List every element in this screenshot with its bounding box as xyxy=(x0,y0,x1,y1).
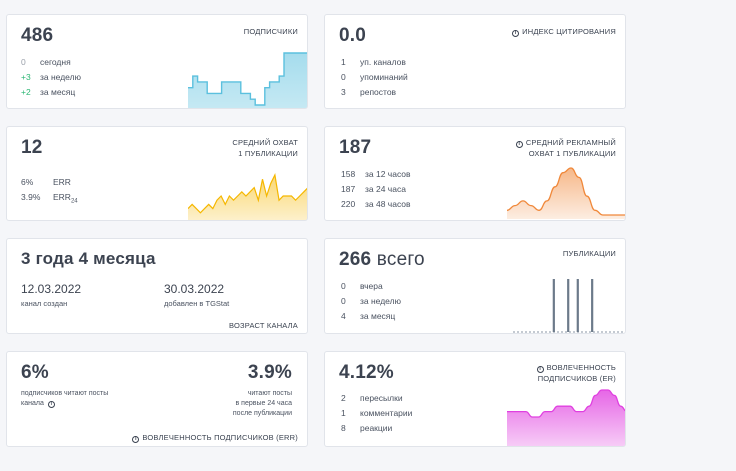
ad-reach-chart xyxy=(507,167,625,219)
subscribers-area xyxy=(188,53,307,108)
err-left-value: 6% xyxy=(21,362,49,383)
ad-reach-title: i СРЕДНИЙ РЕКЛАМНЫЙ ОХВАТ 1 ПУБЛИКАЦИИ xyxy=(515,137,616,159)
err-right-value: 3.9% xyxy=(247,362,292,383)
engagement-chart xyxy=(507,389,625,446)
reach-value: 12 xyxy=(21,137,43,158)
publications-bar xyxy=(567,279,570,332)
citation-title: i ИНДЕКС ЦИТИРОВАНИЯ xyxy=(512,26,616,37)
reach-title: СРЕДНИЙ ОХВАТ 1 ПУБЛИКАЦИИ xyxy=(232,138,298,158)
err-card[interactable]: 6% подписчиков читают посты канала i 3.9… xyxy=(6,351,308,447)
publications-title: ПУБЛИКАЦИИ xyxy=(562,249,616,258)
ad-reach-card[interactable]: 187 i СРЕДНИЙ РЕКЛАМНЫЙ ОХВАТ 1 ПУБЛИКАЦИИ… xyxy=(324,126,626,221)
reach-area xyxy=(188,175,307,220)
engagement-area xyxy=(507,390,625,446)
info-icon[interactable]: i xyxy=(132,436,140,443)
publications-bar xyxy=(591,279,594,332)
info-icon[interactable]: i xyxy=(47,401,55,408)
err24-row: 3.9% ERR24 xyxy=(21,192,78,205)
ad_reach-line xyxy=(507,167,625,216)
err-right-text: читают посты в первые 24 часа после публик… xyxy=(232,390,292,417)
list-item: +2 за месяц xyxy=(21,87,76,97)
list-item: 8 реакции xyxy=(341,423,393,433)
subscribers-title: ПОДПИСЧИКИ xyxy=(243,27,298,36)
engagement-line xyxy=(507,389,625,418)
publications-bar xyxy=(576,279,579,332)
reach-card[interactable]: 12 СРЕДНИЙ ОХВАТ 1 ПУБЛИКАЦИИ 6% ERR 3.9% E… xyxy=(6,126,308,221)
channel-age-card[interactable]: 3 года 4 месяца 12.03.2022 канал создан … xyxy=(6,238,308,334)
list-item: 158 за 12 часов xyxy=(341,169,411,179)
err-left-text: подписчиков читают посты канала i xyxy=(21,390,109,408)
list-item: 1 комментарии xyxy=(341,408,413,418)
reach-line xyxy=(188,173,307,214)
list-item: 0 вчера xyxy=(341,281,383,291)
err-row: 6% ERR xyxy=(21,177,71,187)
info-icon[interactable]: i xyxy=(515,141,523,148)
citation-chart xyxy=(507,91,626,109)
list-item: 0 за неделю xyxy=(341,296,401,306)
list-item: 0 сегодня xyxy=(21,57,71,67)
list-item: +3 за неделю xyxy=(21,72,81,82)
ad_reach-area xyxy=(507,168,625,219)
subscribers-card[interactable]: 486 ПОДПИСЧИКИ 0 сегодня +3 за неделю +2 за… xyxy=(6,14,308,109)
publications-chart xyxy=(513,279,625,333)
ad-reach-value: 187 xyxy=(339,137,372,158)
created-date: 12.03.2022 xyxy=(21,282,82,296)
publications-bar xyxy=(552,279,555,332)
subscribers-line xyxy=(188,52,307,106)
engagement-title: i ВОВЛЕЧЕННОСТЬ ПОДПИСЧИКОВ (ER) xyxy=(536,363,616,383)
channel-age-title: ВОЗРАСТ КАНАЛА xyxy=(229,321,298,330)
list-item: 0 упоминаний xyxy=(341,72,408,82)
citation-index: 0.0 xyxy=(339,25,367,46)
list-item: 220 за 48 часов xyxy=(341,199,411,209)
list-item: 3 репостов xyxy=(341,87,397,97)
info-icon[interactable]: i xyxy=(536,366,544,373)
err-title: i ВОВЛЕЧЕННОСТЬ ПОДПИСЧИКОВ (ERR) xyxy=(132,432,298,443)
subscribers-chart xyxy=(188,52,307,108)
subscribers-count: 486 xyxy=(21,25,54,46)
list-item: 2 пересылки xyxy=(341,393,403,403)
engagement-card[interactable]: 4.12% i ВОВЛЕЧЕННОСТЬ ПОДПИСЧИКОВ (ER) 2 пе… xyxy=(324,351,626,447)
engagement-value: 4.12% xyxy=(339,362,394,383)
info-icon[interactable]: i xyxy=(512,30,520,37)
publications-card[interactable]: 266 всего ПУБЛИКАЦИИ 0 вчера 0 за неделю 4… xyxy=(324,238,626,334)
channel-age-value: 3 года 4 месяца xyxy=(21,249,156,268)
created-label: канал создан xyxy=(21,299,68,308)
list-item: 1 уп. каналов xyxy=(341,57,406,67)
citation-card[interactable]: 0.0 i ИНДЕКС ЦИТИРОВАНИЯ 1 уп. каналов 0 уп… xyxy=(324,14,626,109)
list-item: 4 за месяц xyxy=(341,311,396,321)
added-label: добавлен в TGStat xyxy=(164,299,230,308)
added-date: 30.03.2022 xyxy=(164,282,225,296)
list-item: 187 за 24 часа xyxy=(341,184,406,194)
publications-count: 266 всего xyxy=(339,249,425,270)
reach-chart xyxy=(188,173,307,220)
